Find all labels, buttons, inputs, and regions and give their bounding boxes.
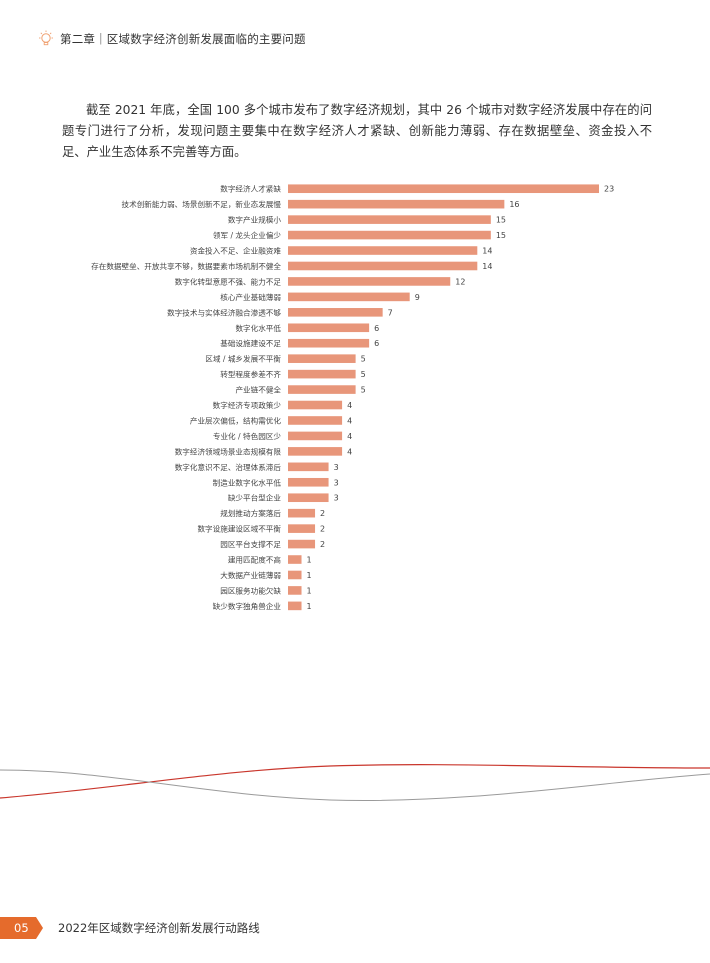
bar [288,323,370,333]
value-label: 14 [482,247,492,256]
decorative-waves [0,764,710,801]
bar [288,570,302,580]
category-label: 数字化意识不足、治理体系滞后 [175,462,282,472]
chapter-title: 第二章｜区域数字经济创新发展面临的主要问题 [60,32,306,46]
category-label: 核心产业基础薄弱 [220,292,281,302]
bar [288,184,599,194]
value-label: 1 [307,571,312,580]
value-label: 7 [388,308,393,317]
intro-paragraph: 截至 2021 年底，全国 100 多个城市发布了数字经济规划，其中 26 个城… [62,103,652,160]
bar [288,493,329,503]
category-label: 基础设施建设不足 [220,338,281,348]
category-label: 数字经济专项政策少 [213,400,282,410]
category-label: 大数据产业链薄弱 [220,570,281,580]
value-label: 3 [334,463,339,472]
category-label: 制造业数字化水平低 [213,477,282,487]
category-label: 数字化转型意愿不强、能力不足 [175,276,282,286]
value-label: 2 [320,540,325,549]
value-label: 1 [307,586,312,595]
category-label: 产业链不健全 [235,385,281,395]
bar [288,215,491,224]
bar [288,462,329,472]
value-label: 16 [509,200,519,209]
value-label: 12 [455,277,465,286]
bar [288,586,302,595]
category-label: 技术创新能力弱、场景创新不足，新业态发展慢 [122,199,282,209]
bar [288,447,343,456]
category-label: 缺少平台型企业 [228,493,282,503]
value-label: 5 [361,386,366,395]
value-label: 14 [482,262,492,271]
value-label: 1 [307,556,312,565]
bar [288,477,329,487]
value-label: 2 [320,509,325,518]
category-label: 存在数据壁垒、开放共享不够，数据要素市场机制不健全 [91,261,281,271]
value-label: 9 [415,293,420,302]
bar [288,555,302,564]
category-label: 资金投入不足、企业融资难 [190,246,282,256]
bar [288,508,316,518]
category-label: 数字经济领域场景业态规模有限 [175,446,282,456]
bar [288,416,343,425]
red-wave-line [0,764,710,799]
bar [288,539,316,549]
bar [288,246,478,255]
chapter-header: 第二章｜区域数字经济创新发展面临的主要问题 [38,27,306,51]
category-label: 转型程度参差不齐 [220,369,281,379]
bar [288,354,356,363]
value-label: 3 [334,478,339,487]
page-footer: 05 2022年区域数字经济创新发展行动路线 [0,917,710,943]
value-label: 5 [361,370,366,379]
bar [288,277,451,286]
category-label: 数字设施建设区域不平衡 [197,524,281,534]
bar [288,431,343,441]
value-label: 6 [374,339,379,348]
value-label: 1 [307,602,312,611]
category-label: 数字化水平低 [235,323,281,333]
category-label: 数字产业规模小 [228,215,282,225]
category-label: 数字经济人才紧缺 [220,184,281,194]
bar [288,199,505,209]
value-label: 23 [604,185,614,194]
category-label: 建用匹配度不高 [228,555,282,565]
value-label: 4 [347,416,352,425]
value-label: 2 [320,525,325,534]
footer-doc-title: 2022年区域数字经济创新发展行动路线 [58,921,260,935]
category-label: 专业化 / 特色园区少 [213,431,282,441]
value-label: 4 [347,401,352,410]
category-label: 园区服务功能欠缺 [220,585,281,595]
value-label: 4 [347,432,352,441]
value-label: 3 [334,494,339,503]
grey-wave-line [0,769,710,801]
category-label: 规划推动方案落后 [220,508,281,518]
category-label: 园区平台支撑不足 [220,539,281,549]
value-label: 6 [374,324,379,333]
value-label: 15 [496,216,506,225]
value-label: 5 [361,355,366,364]
category-label: 产业层次偏低，结构需优化 [190,415,282,425]
category-label: 区域 / 城乡发展不平衡 [205,354,281,364]
bar [288,338,370,348]
category-label: 缺少数字独角兽企业 [213,601,282,611]
bar [288,261,478,271]
bar [288,230,491,240]
bar [288,292,410,302]
bar [288,385,356,394]
bar [288,524,316,533]
bar [288,369,356,379]
page-number: 05 [0,917,43,939]
lightbulb-icon [39,30,53,46]
category-label: 数字技术与实体经济融合渗透不够 [167,307,281,317]
bar [288,601,302,611]
bar [288,308,383,317]
bar [288,400,343,410]
category-label: 领军 / 龙头企业偏少 [213,230,282,240]
value-label: 15 [496,231,506,240]
value-label: 4 [347,447,352,456]
